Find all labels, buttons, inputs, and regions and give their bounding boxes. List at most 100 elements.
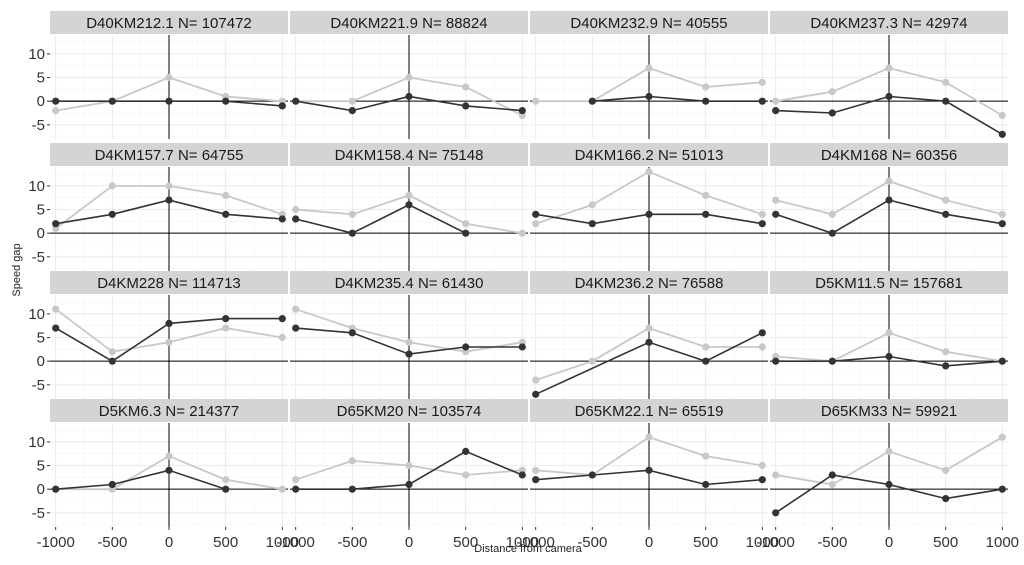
facet-title: D5KM6.3 N= 214377 (99, 403, 240, 420)
dark-series-point (772, 357, 780, 365)
light-series-point (772, 196, 780, 204)
dark-series-point (405, 201, 413, 209)
dark-series-point (292, 215, 300, 223)
light-series-point (942, 348, 950, 356)
y-axis-title: Speed gap (11, 243, 23, 296)
dark-series-point (462, 229, 470, 237)
light-series-point (588, 201, 596, 209)
light-series-point (222, 324, 230, 332)
dark-series-point (645, 466, 653, 474)
facet-strip (290, 143, 528, 166)
light-series-point (292, 305, 300, 313)
light-series-point (108, 348, 116, 356)
y-tick-label: 0 (37, 353, 45, 370)
light-series-point (462, 471, 470, 479)
dark-series-point (518, 471, 526, 479)
facet-title: D4KM236.2 N= 76588 (575, 275, 724, 292)
light-series-point (758, 461, 766, 470)
y-tick-label: 0 (37, 93, 45, 110)
dark-series-point (588, 471, 596, 479)
facet-title: D65KM33 N= 59921 (821, 403, 957, 420)
x-tick-label: -1000 (276, 534, 314, 551)
x-tick-label: 0 (645, 534, 653, 551)
facet-panel: D5KM6.3 N= 214377 -5 0 5 10 -1000 -500 0 500 1000 (28, 399, 299, 551)
y-tick-label: -5 (32, 377, 45, 394)
facet-title: D4KM228 N= 114713 (97, 275, 241, 292)
facet-strip (530, 11, 768, 34)
x-tick-label: -1000 (756, 534, 794, 551)
light-series-point (532, 376, 540, 384)
y-tick-label: -5 (32, 505, 45, 522)
dark-series-point (222, 210, 230, 218)
facet-panel: D40KM212.1 N= 107472 -5 0 5 10 (28, 11, 288, 139)
facet-panel: D4KM228 N= 114713 -5 0 5 10 (28, 271, 288, 399)
light-series-point (108, 182, 116, 190)
x-tick-label: -500 (97, 534, 127, 551)
light-series-point (165, 73, 173, 82)
dark-series-line (535, 332, 763, 396)
dark-series-point (518, 343, 526, 351)
light-series-point (532, 466, 540, 474)
y-tick-label: 10 (28, 306, 45, 323)
facet-panel: D4KM168 N= 60356 (770, 143, 1008, 271)
light-series-point (702, 83, 710, 91)
dark-series-point (885, 480, 893, 489)
x-tick-label: 0 (405, 534, 413, 551)
dark-series-point (278, 215, 286, 223)
light-series-point (758, 210, 766, 218)
facet-strip (770, 399, 1008, 422)
facet-panel: D40KM232.9 N= 40555 (530, 11, 768, 139)
light-series-point (52, 305, 60, 313)
x-tick-label: 500 (693, 534, 718, 551)
y-tick-label: 0 (37, 225, 45, 242)
facet-strip (50, 11, 288, 34)
light-series-point (52, 107, 60, 115)
dark-series-point (645, 338, 653, 346)
facet-panel: D65KM22.1 N= 65519 -1000 -500 0 500 1000 (516, 399, 779, 551)
dark-series-point (405, 92, 413, 101)
dark-series-point (348, 107, 356, 115)
dark-series-point (532, 476, 540, 484)
dark-series-point (942, 495, 950, 503)
light-series-point (942, 78, 950, 86)
light-series-point (165, 338, 173, 346)
dark-series-point (885, 352, 893, 361)
facet-strip (770, 271, 1008, 294)
dark-series-point (828, 357, 836, 365)
facet-panel: D4KM157.7 N= 64755 -5 0 5 10 (28, 143, 288, 271)
facet-strip (290, 11, 528, 34)
light-series-point (645, 64, 653, 72)
light-series-point (758, 343, 766, 351)
light-series-point (702, 343, 710, 351)
light-series-point (998, 433, 1006, 441)
light-series-point (278, 485, 286, 493)
dark-series-point (278, 315, 286, 323)
dark-series-line (55, 469, 226, 490)
facet-title: D65KM22.1 N= 65519 (575, 403, 724, 420)
y-tick-label: 10 (28, 434, 45, 451)
dark-series-point (518, 107, 526, 115)
light-series-point (645, 433, 653, 441)
dark-series-point (52, 220, 60, 228)
light-series-point (645, 168, 653, 176)
facet-title: D4KM158.4 N= 75148 (335, 147, 484, 164)
x-tick-label: 0 (165, 534, 173, 551)
facet-strip (290, 271, 528, 294)
dark-series-point (462, 102, 470, 110)
facet-title: D4KM168 N= 60356 (821, 147, 957, 164)
facet-strip (530, 271, 768, 294)
light-series-point (292, 205, 300, 214)
dark-series-point (292, 324, 300, 332)
light-series-point (645, 324, 653, 332)
dark-series-point (588, 97, 596, 105)
light-series-point (462, 220, 470, 228)
dark-series-point (758, 329, 766, 337)
light-series-point (998, 111, 1006, 119)
light-series-point (405, 73, 413, 82)
dark-series-point (702, 357, 710, 365)
dark-series-point (108, 210, 116, 218)
light-series-point (828, 88, 836, 96)
light-series-point (588, 357, 596, 365)
x-tick-label: 500 (213, 534, 238, 551)
dark-series-point (108, 97, 116, 105)
